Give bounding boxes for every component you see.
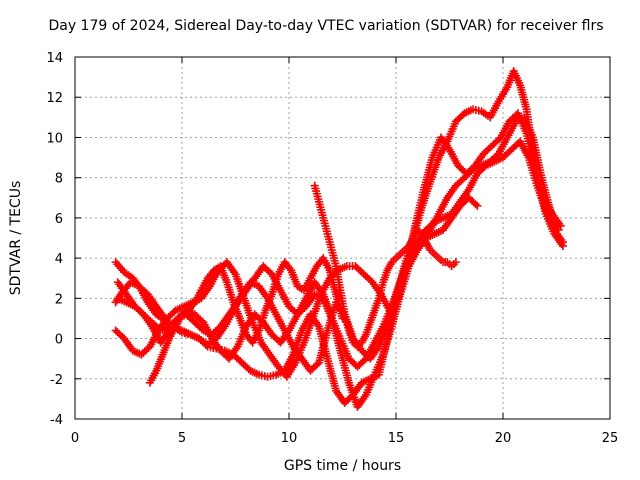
axis-ticks: 0 5 10 15 20 25 -4 -2 0 2 4 6 8 10 12 14 <box>46 51 618 446</box>
x-tick-label: 20 <box>495 431 512 446</box>
y-tick-label: 14 <box>46 51 63 66</box>
grid-lines <box>75 57 610 419</box>
y-tick-label: 4 <box>55 252 63 267</box>
x-tick-label: 0 <box>71 431 79 446</box>
x-axis-label: GPS time / hours <box>284 458 401 474</box>
plot-frame <box>74 56 611 420</box>
y-axis-label: SDTVAR / TECUs <box>8 181 24 296</box>
series-6-markers <box>145 254 347 387</box>
x-tick-label: 5 <box>178 431 186 446</box>
x-tick-label: 10 <box>281 431 298 446</box>
y-tick-label: -4 <box>50 413 63 428</box>
y-tick-label: 2 <box>55 292 63 307</box>
series-7-markers <box>310 181 460 351</box>
y-tick-label: 0 <box>55 333 63 348</box>
y-tick-label: 8 <box>55 172 63 187</box>
series-6 <box>145 254 347 387</box>
data-points <box>111 67 567 411</box>
y-tick-label: -2 <box>50 373 63 388</box>
y-tick-label: 6 <box>55 212 63 227</box>
chart-title: Day 179 of 2024, Sidereal Day-to-day VTE… <box>48 18 604 34</box>
y-tick-label: 10 <box>46 131 63 146</box>
x-tick-label: 25 <box>602 431 619 446</box>
x-tick-label: 15 <box>388 431 405 446</box>
series-7 <box>310 181 460 351</box>
y-tick-label: 12 <box>46 91 63 106</box>
